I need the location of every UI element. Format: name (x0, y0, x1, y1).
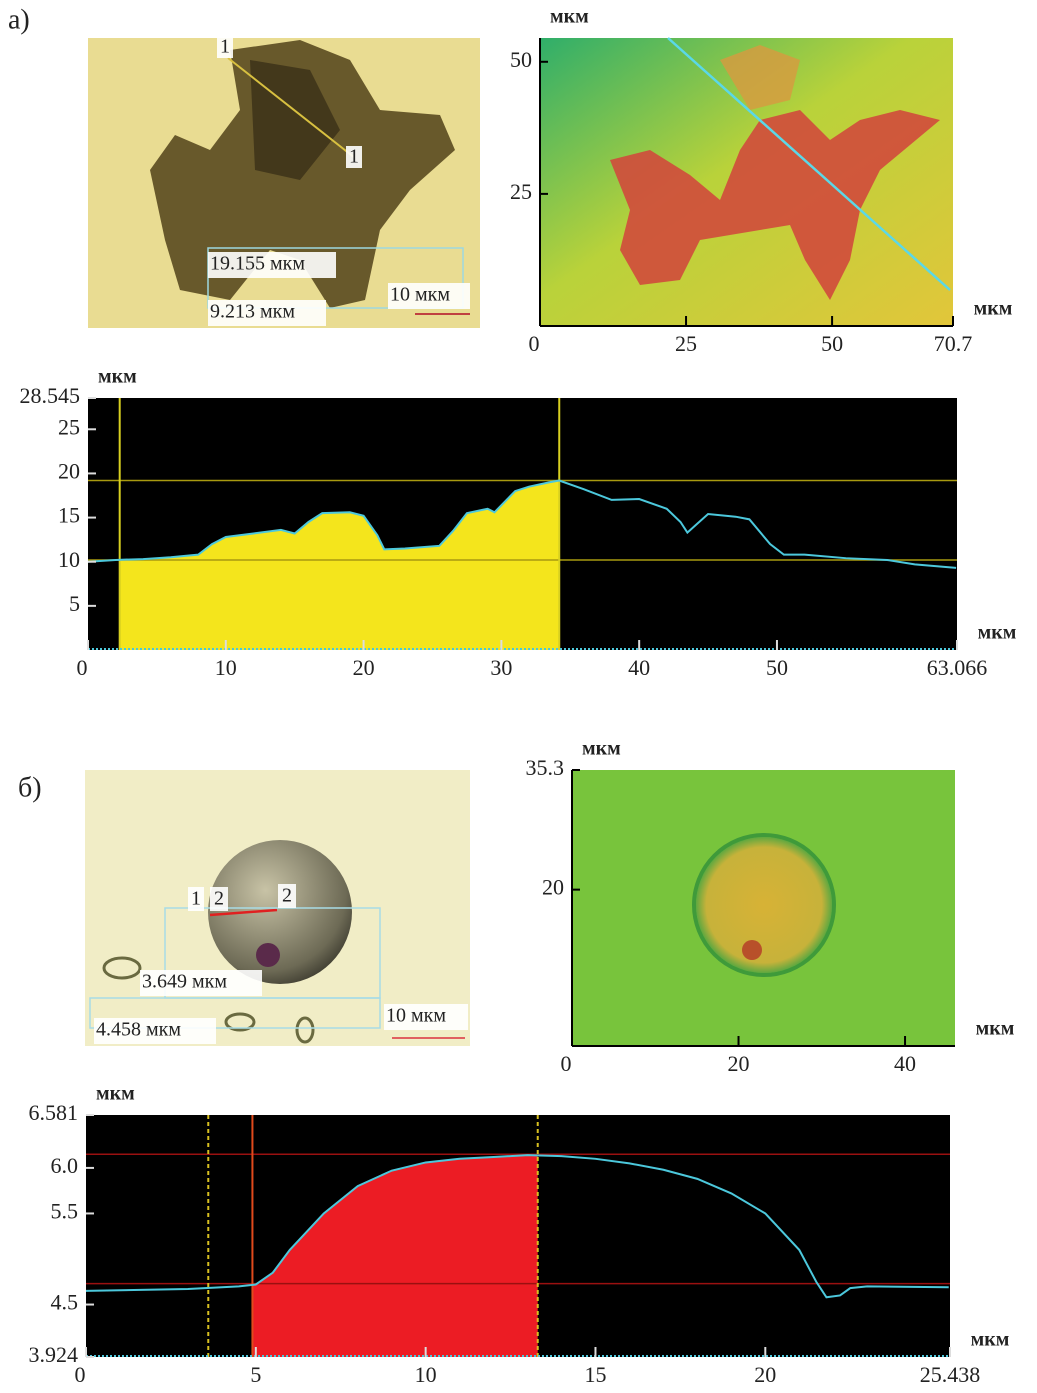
micrograph: 1 2 2 3.649 мкм 4.458 мкм 10 мкм (85, 770, 470, 1046)
highlight-area (119, 480, 560, 650)
x-axis-label: мкм (971, 1329, 1010, 1351)
x-tick-label: 50 (821, 331, 843, 356)
y-axis-label: мкм (96, 1083, 135, 1105)
point-label: 1 (191, 888, 201, 910)
y-tick-label: 50 (510, 47, 532, 72)
height-map-image (572, 770, 955, 1046)
highlight-area (252, 1155, 538, 1357)
y-tick-label: 25 (510, 179, 532, 204)
y-tick-label: 28.545 (20, 383, 81, 408)
point-label: 2 (214, 888, 224, 910)
x-tick-label: 10 (215, 655, 237, 680)
x-tick-label: 20 (754, 1362, 776, 1387)
x-tick-label: 0 (77, 655, 88, 680)
x-tick-label: 0 (561, 1051, 572, 1076)
x-axis-label: мкм (974, 298, 1013, 320)
scale-label: 10 мкм (390, 284, 450, 306)
height-map-image (540, 37, 953, 326)
point-label: 2 (282, 885, 292, 907)
y-tick-label: 20 (542, 875, 564, 900)
profile-line (85, 1154, 949, 1299)
x-tick-label: 70.7 (934, 331, 973, 356)
y-axis-label: мкм (98, 366, 137, 388)
point-label: 1 (220, 36, 230, 58)
measure-label: 3.649 мкм (142, 971, 227, 993)
profile-line (87, 479, 957, 569)
x-tick-label: 0 (75, 1362, 86, 1387)
x-tick-label: 5 (250, 1362, 261, 1387)
point-label: 1 (349, 146, 359, 168)
y-tick-label: 35.3 (526, 755, 565, 780)
x-axis-label: мкм (976, 1018, 1015, 1040)
measure-label: 9.213 мкм (210, 301, 295, 323)
y-tick-label: 25 (58, 414, 80, 439)
y-tick-label: 20 (58, 458, 80, 483)
y-axis-label: мкм (582, 738, 621, 760)
y-tick-label: 6.0 (51, 1153, 79, 1178)
x-tick-label: 25 (675, 331, 697, 356)
y-tick-label: 5.5 (51, 1199, 79, 1224)
x-tick-label: 63.066 (927, 655, 988, 680)
panel-label: а) (8, 4, 30, 35)
y-tick-label: 5 (69, 591, 80, 616)
x-tick-label: 10 (415, 1362, 437, 1387)
scale-label: 10 мкм (386, 1005, 446, 1027)
x-tick-label: 20 (728, 1051, 750, 1076)
y-tick-label: 15 (58, 503, 80, 528)
measure-label: 19.155 мкм (210, 253, 305, 275)
y-axis-label: мкм (550, 6, 589, 28)
panel-label: б) (18, 772, 42, 803)
x-tick-label: 15 (584, 1362, 606, 1387)
x-axis-label: мкм (978, 622, 1017, 644)
y-tick-label: 6.581 (29, 1100, 79, 1125)
x-tick-label: 40 (628, 655, 650, 680)
micrograph: 1 1 19.155 мкм 9.213 мкм 10 мкм (88, 36, 480, 328)
x-tick-label: 50 (766, 655, 788, 680)
x-tick-label: 40 (894, 1051, 916, 1076)
y-tick-label: 3.924 (29, 1342, 79, 1367)
y-tick-label: 4.5 (51, 1290, 79, 1315)
x-tick-label: 25.438 (920, 1362, 981, 1387)
measure-label: 4.458 мкм (96, 1019, 181, 1041)
x-tick-label: 0 (529, 331, 540, 356)
x-tick-label: 30 (490, 655, 512, 680)
y-tick-label: 10 (58, 547, 80, 572)
x-tick-label: 20 (353, 655, 375, 680)
